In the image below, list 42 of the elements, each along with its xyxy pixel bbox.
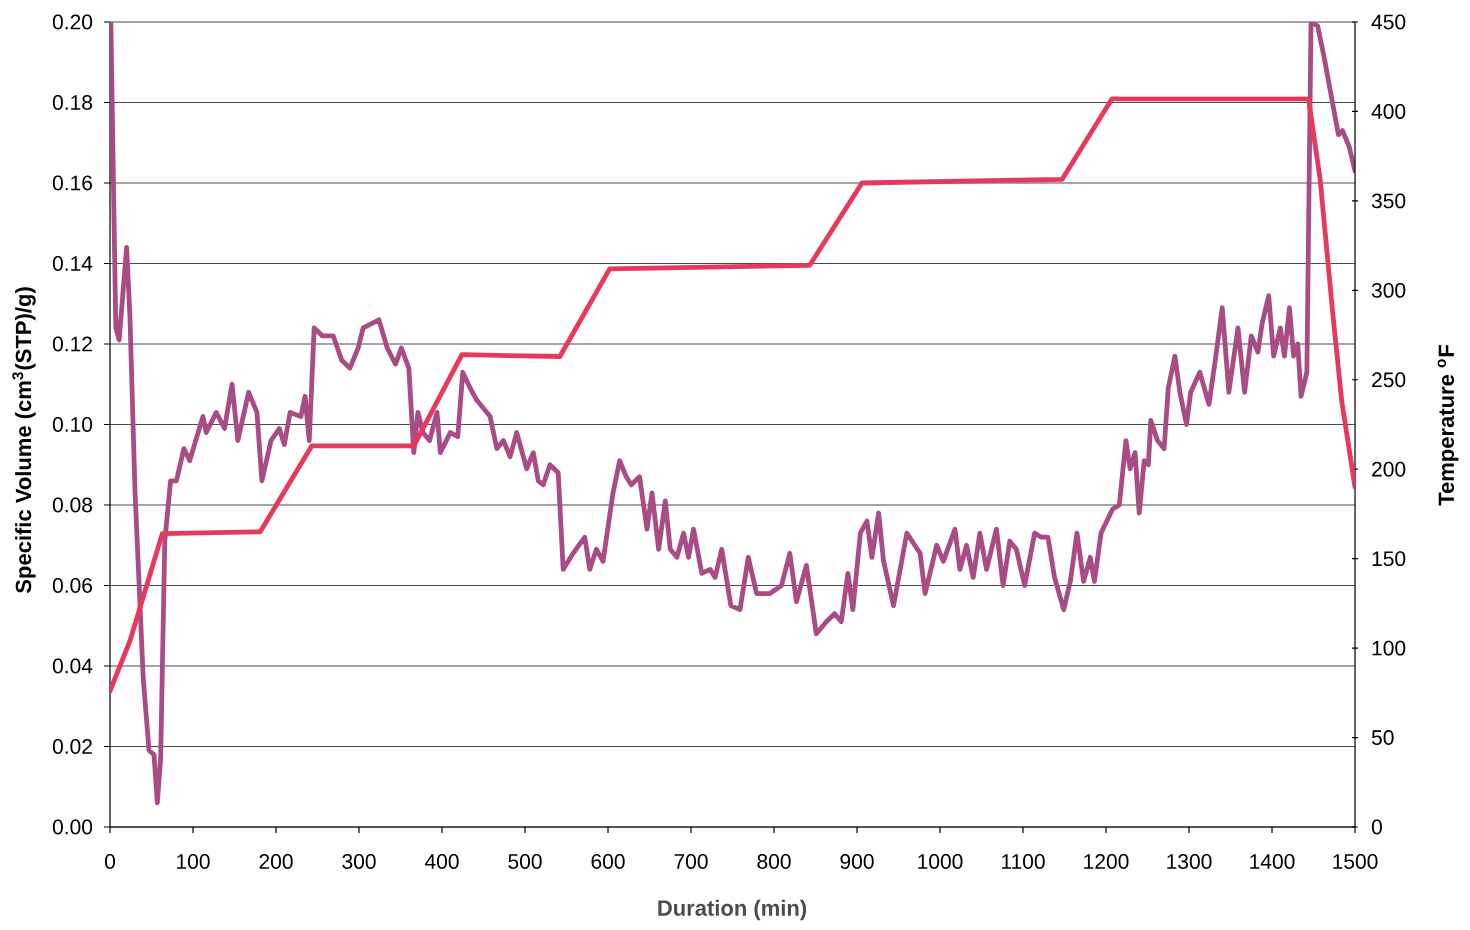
x-tick-label: 1400: [1250, 854, 1295, 869]
x-tick-label: 900: [840, 854, 874, 869]
line-series: [110, 96, 1356, 694]
y-tick-label: 0.10: [52, 417, 93, 432]
y2-tick-label: 150: [1372, 551, 1406, 567]
y2-tick-label: 450: [1371, 14, 1406, 30]
x-tick-label: 400: [424, 854, 459, 869]
y-tick-label: 0.20: [52, 14, 93, 30]
x-tick-label: 1200: [1084, 854, 1129, 869]
y-tick-label: 0.12: [52, 336, 92, 352]
x-tick-label: 1300: [1167, 854, 1212, 869]
y-tick-label: 0.04: [52, 658, 93, 674]
y2-tick-label: 200: [1372, 461, 1406, 477]
x-tick-label: 700: [674, 854, 708, 869]
x-axis-title: Duration (min): [658, 899, 807, 921]
y2-tick-label: 0: [1371, 819, 1382, 835]
y-axis-title: Specific Volume (cm$^{3}$(STP)/g): [12, 287, 36, 594]
x-tick-label: 600: [591, 854, 625, 869]
x-tick-label: 1100: [1002, 854, 1045, 869]
x-tick-label: 300: [342, 854, 376, 869]
y-tick-label: 0.18: [52, 95, 93, 110]
x-tick-label: 1000: [918, 854, 963, 869]
x-tick-label: 1500: [1333, 854, 1378, 869]
y2-tick-label: 100: [1372, 640, 1406, 656]
y-tick-label: 0.14: [52, 256, 93, 271]
y-tick-label: 0.08: [52, 497, 93, 513]
y-tick-label: 0.02: [52, 739, 92, 754]
x-tick-label: 500: [508, 854, 542, 869]
y2-tick-label: 400: [1371, 104, 1406, 119]
y-tick-label: 0.06: [52, 578, 93, 593]
x-tick-label: 0: [104, 854, 116, 869]
y2-tick-label: 250: [1372, 372, 1406, 388]
y-tick-label: 0.16: [52, 175, 93, 191]
y2-tick-label: 300: [1371, 282, 1406, 298]
y2-tick-label: 350: [1371, 193, 1406, 209]
x-tick-label: 100: [177, 854, 210, 869]
y2-axis-title: Temperature $^{o}$F: [1437, 344, 1459, 506]
x-tick-label: 200: [259, 854, 293, 869]
y-tick-label: 0.00: [52, 819, 93, 835]
line-series: [110, 21, 1356, 806]
y2-tick-label: 50: [1371, 730, 1394, 745]
x-tick-label: 800: [757, 854, 791, 869]
